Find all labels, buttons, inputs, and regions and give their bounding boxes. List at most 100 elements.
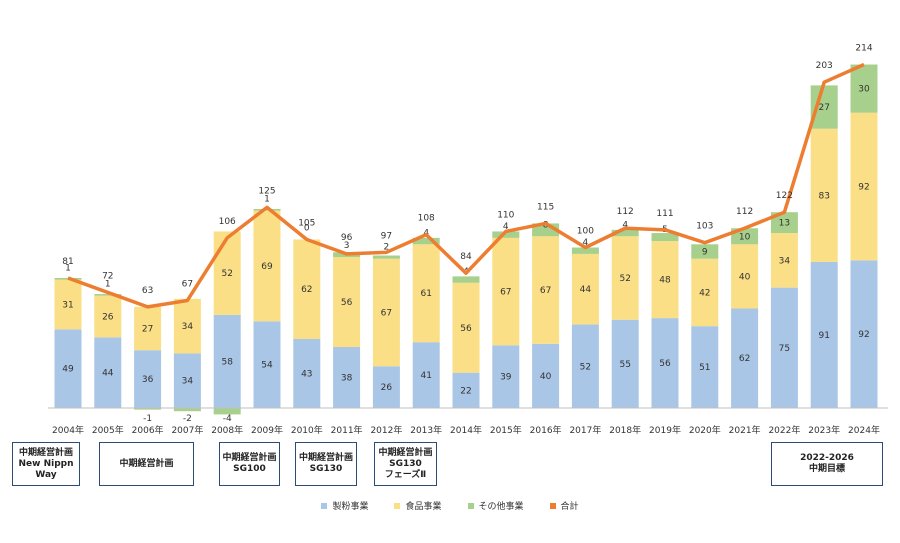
bar-segment: [253, 208, 281, 211]
total-label: 106: [219, 217, 236, 227]
bar-label: 26: [381, 383, 393, 393]
tick-label: 2021年: [729, 424, 761, 436]
tick-label: 2019年: [649, 424, 681, 436]
total-label: 103: [696, 222, 713, 232]
bar-label: 56: [341, 298, 353, 308]
bar-label: 34: [182, 377, 194, 387]
bar-segment: [611, 229, 639, 237]
plan-box-mid-term-plan: 中期経営計画: [99, 442, 194, 486]
total-label: 112: [736, 207, 753, 217]
legend-item-food: 食品事業: [394, 499, 442, 512]
bar-segment: [492, 345, 520, 408]
bar-segment: [850, 112, 878, 261]
tick-label: 2020年: [689, 424, 721, 436]
bar-segment: [293, 338, 321, 408]
bar-segment: [54, 279, 82, 330]
bar-segment: [691, 326, 719, 408]
bar-label: 52: [619, 274, 630, 284]
bar-label: 75: [779, 344, 790, 354]
bar-label: 61: [420, 289, 431, 299]
bar-label: 3: [344, 241, 350, 251]
bar-label: 52: [580, 362, 591, 372]
bar-label: 44: [580, 285, 592, 295]
bar-segment: [134, 306, 162, 351]
total-label: 84: [460, 252, 472, 262]
bar-label: 56: [659, 359, 671, 369]
tick-label: 2014年: [450, 424, 482, 436]
bar-segment: [571, 247, 599, 254]
bar-label: 40: [540, 372, 552, 382]
tick-label: 2008年: [211, 424, 243, 436]
bar-segment: [253, 210, 281, 322]
plan-box-new-nippn-way: 中期経営計画 New Nippn Way: [12, 442, 80, 486]
total-label: 203: [816, 61, 833, 71]
bar-label: 4: [503, 222, 509, 232]
bar-segment: [333, 347, 361, 408]
bar-segment: [770, 212, 798, 234]
legend-item-total: 合計: [549, 499, 579, 512]
tick-label: 2006年: [132, 424, 164, 436]
bar-segment: [731, 308, 759, 408]
bar-label: 40: [739, 272, 751, 282]
tick-label: 2011年: [331, 424, 363, 436]
bar-segment: [134, 408, 162, 410]
bar-label: 26: [102, 313, 114, 323]
legend-swatch-food: [394, 502, 401, 509]
bar-segment: [293, 239, 321, 339]
bar-segment: [253, 321, 281, 408]
bar-label: 1: [105, 280, 111, 290]
total-label: 125: [258, 186, 275, 196]
bar-label: 67: [500, 288, 511, 298]
tick-label: 2009年: [251, 424, 283, 436]
legend-swatch-other: [467, 502, 474, 509]
bar-segment: [810, 128, 838, 262]
tick-label: 2024年: [848, 424, 880, 436]
bar-segment: [54, 329, 82, 408]
bar-label: 10: [739, 232, 751, 242]
plan-box-sg130: 中期経営計画 SG130: [295, 442, 357, 486]
bar-label: 1: [65, 264, 71, 274]
bar-segment: [452, 276, 480, 283]
bar-label: 62: [301, 285, 312, 295]
bar-segment: [213, 231, 241, 315]
bar-segment: [333, 257, 361, 348]
total-label: 108: [418, 214, 435, 224]
bar-segment: [492, 231, 520, 238]
legend-label-flour: 製粉事業: [332, 502, 369, 512]
bar-segment: [412, 244, 440, 343]
legend-item-other: その他事業: [467, 499, 524, 512]
bar-segment: [651, 318, 679, 408]
bar-label: 22: [460, 386, 471, 396]
bar-segment: [452, 372, 480, 408]
bar-label: 91: [818, 331, 829, 341]
bar-segment: [611, 319, 639, 408]
bar-segment: [651, 233, 679, 242]
bar-segment: [412, 237, 440, 245]
bar-segment: [372, 258, 400, 367]
plan-box-sg100: 中期経営計画 SG100: [219, 442, 280, 486]
total-label: 115: [537, 202, 554, 212]
bar-label: 39: [500, 373, 512, 383]
tick-label: 2005年: [92, 424, 124, 436]
bar-label: 0: [304, 223, 310, 233]
bar-segment: [532, 236, 560, 344]
bar-segment: [213, 408, 241, 415]
bar-label: 31: [62, 300, 73, 310]
total-line: [67, 62, 865, 309]
total-label: 110: [497, 210, 514, 220]
bar-segment: [850, 64, 878, 113]
bar-label: 42: [699, 288, 710, 298]
tick-label: 2016年: [530, 424, 562, 436]
total-label: 67: [182, 279, 193, 289]
bar-segment: [611, 236, 639, 320]
tick-label: 2022年: [768, 424, 800, 436]
bar-segment: [810, 261, 838, 408]
bar-segment: [412, 342, 440, 408]
bar-segment: [731, 244, 759, 309]
total-label: 63: [142, 286, 153, 296]
total-label: 105: [298, 218, 315, 228]
tick-label: 2010年: [291, 424, 323, 436]
legend-label-food: 食品事業: [405, 502, 442, 512]
bar-label: 48: [659, 276, 671, 286]
